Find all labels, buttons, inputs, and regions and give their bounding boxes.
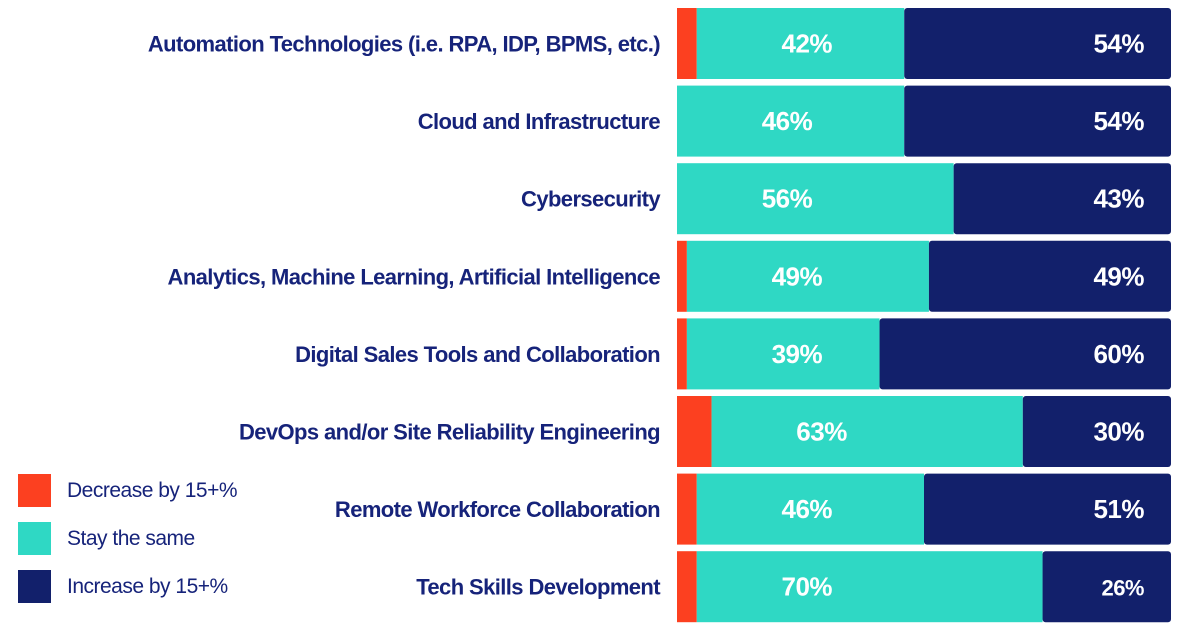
- bar-segment-decrease: [677, 473, 697, 545]
- bar-segment-stay-same: [711, 396, 1023, 467]
- value-label-increase: 43%: [1093, 184, 1144, 214]
- value-labels: 42% 54% 46% 54% 56% 43% 49% 49% 39% 60% 63% 30% 46% 5…: [762, 29, 1145, 602]
- value-label-stay-same: 42%: [781, 29, 832, 59]
- bar-segment-increase: [904, 85, 1171, 157]
- legend: Decrease by 15+% Stay the same Increase …: [18, 474, 278, 618]
- value-label-stay-same: 56%: [762, 184, 813, 214]
- category-label: Cybersecurity: [521, 187, 661, 212]
- bar-segment-increase: [1042, 551, 1171, 623]
- legend-item-stay-same: Stay the same: [18, 522, 278, 555]
- value-label-increase: 26%: [1101, 576, 1144, 601]
- legend-swatch-decrease: [18, 474, 51, 507]
- value-label-stay-same: 49%: [772, 261, 823, 291]
- value-label-stay-same: 46%: [781, 494, 832, 524]
- bar-segment-increase: [928, 240, 1171, 312]
- bar-segment-stay-same: [696, 551, 1043, 623]
- category-label: Tech Skills Development: [416, 575, 661, 600]
- value-label-increase: 54%: [1093, 106, 1144, 136]
- value-label-increase: 60%: [1093, 339, 1144, 369]
- category-label: Remote Workforce Collaboration: [335, 497, 660, 522]
- bar-segment-stay-same: [696, 8, 905, 79]
- bar-segment-increase: [953, 163, 1171, 235]
- value-label-stay-same: 39%: [772, 339, 823, 369]
- legend-item-increase: Increase by 15+%: [18, 570, 278, 603]
- category-label: Analytics, Machine Learning, Artificial …: [168, 264, 661, 289]
- bar-segment-stay-same: [677, 163, 954, 235]
- bars: [677, 8, 1171, 623]
- bar-segment-decrease: [677, 396, 712, 467]
- value-label-stay-same: 63%: [796, 417, 847, 447]
- value-label-stay-same: 70%: [781, 572, 832, 602]
- legend-label-decrease: Decrease by 15+%: [67, 478, 238, 502]
- value-label-increase: 54%: [1093, 29, 1144, 59]
- value-label-increase: 30%: [1093, 417, 1144, 447]
- value-label-increase: 51%: [1093, 494, 1144, 524]
- bar-segment-increase: [904, 8, 1171, 79]
- bar-segment-decrease: [677, 240, 687, 312]
- bar-segment-stay-same: [686, 240, 929, 312]
- bar-segment-decrease: [677, 8, 697, 79]
- legend-label-stay-same: Stay the same: [67, 526, 195, 550]
- category-label: DevOps and/or Site Reliability Engineeri…: [239, 420, 660, 445]
- bar-segment-decrease: [677, 318, 687, 390]
- bar-segment-increase: [879, 318, 1171, 390]
- category-label: Cloud and Infrastructure: [418, 109, 661, 134]
- value-label-increase: 49%: [1093, 261, 1144, 291]
- bar-segment-decrease: [677, 551, 697, 623]
- legend-swatch-stay-same: [18, 522, 51, 555]
- category-label: Automation Technologies (i.e. RPA, IDP, …: [148, 32, 660, 57]
- legend-swatch-increase: [18, 570, 51, 603]
- category-labels: Automation Technologies (i.e. RPA, IDP, …: [148, 32, 662, 600]
- bar-segment-stay-same: [686, 318, 880, 390]
- bar-segment-increase: [1022, 396, 1171, 467]
- category-label: Digital Sales Tools and Collaboration: [295, 342, 660, 367]
- bar-segment-increase: [924, 473, 1171, 545]
- bar-segment-stay-same: [696, 473, 924, 545]
- legend-label-increase: Increase by 15+%: [67, 574, 228, 598]
- legend-item-decrease: Decrease by 15+%: [18, 474, 278, 507]
- bar-segment-stay-same: [677, 85, 905, 157]
- value-label-stay-same: 46%: [762, 106, 813, 136]
